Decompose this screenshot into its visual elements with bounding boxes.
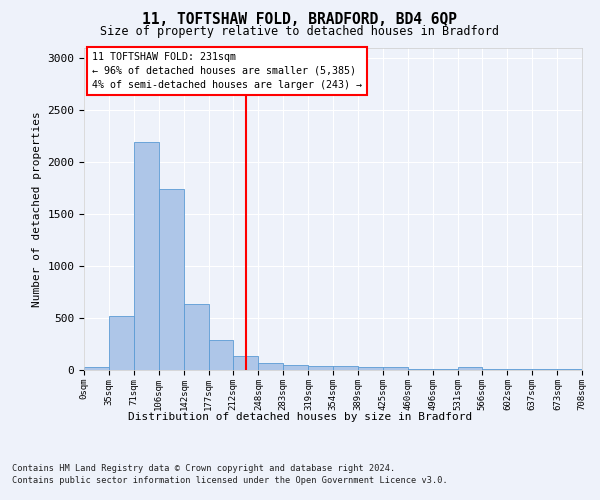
Bar bbox=[333, 366, 358, 370]
Bar bbox=[209, 340, 233, 370]
Bar bbox=[283, 365, 308, 370]
Bar bbox=[433, 369, 458, 370]
Bar bbox=[259, 362, 283, 370]
Bar bbox=[109, 316, 134, 370]
Bar bbox=[308, 366, 333, 370]
Bar bbox=[233, 356, 259, 370]
Bar bbox=[184, 304, 209, 370]
Y-axis label: Number of detached properties: Number of detached properties bbox=[32, 111, 42, 306]
Text: Distribution of detached houses by size in Bradford: Distribution of detached houses by size … bbox=[128, 412, 472, 422]
Text: Contains HM Land Registry data © Crown copyright and database right 2024.: Contains HM Land Registry data © Crown c… bbox=[12, 464, 395, 473]
Text: Contains public sector information licensed under the Open Government Licence v3: Contains public sector information licen… bbox=[12, 476, 448, 485]
Text: 11 TOFTSHAW FOLD: 231sqm
← 96% of detached houses are smaller (5,385)
4% of semi: 11 TOFTSHAW FOLD: 231sqm ← 96% of detach… bbox=[92, 52, 362, 90]
Text: Size of property relative to detached houses in Bradford: Size of property relative to detached ho… bbox=[101, 25, 499, 38]
Bar bbox=[84, 367, 109, 370]
Bar bbox=[358, 368, 383, 370]
Bar bbox=[158, 189, 184, 370]
Bar bbox=[134, 142, 158, 370]
Bar bbox=[458, 368, 482, 370]
Text: 11, TOFTSHAW FOLD, BRADFORD, BD4 6QP: 11, TOFTSHAW FOLD, BRADFORD, BD4 6QP bbox=[143, 12, 458, 28]
Bar bbox=[407, 369, 433, 370]
Bar bbox=[383, 368, 407, 370]
